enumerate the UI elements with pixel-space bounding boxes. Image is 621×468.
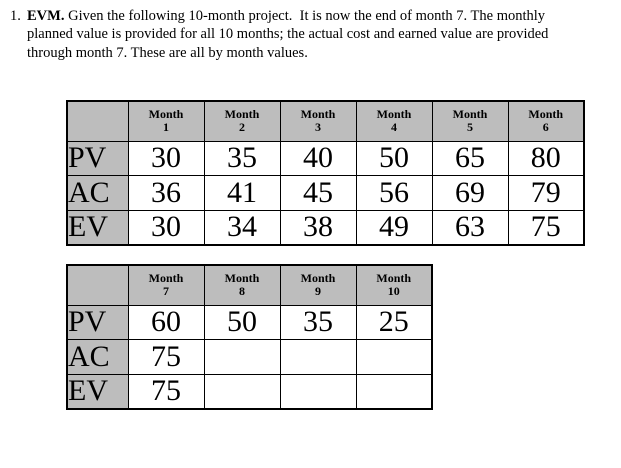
problem-statement: 1. EVM. Given the following 10-month pro… — [10, 7, 578, 62]
month-word: Month — [452, 106, 488, 121]
value-cell: 80 — [507, 140, 585, 177]
value-cell: 75 — [127, 339, 205, 375]
corner-cell — [66, 264, 129, 306]
month-word: Month — [528, 106, 564, 121]
table-row-ev: EV 30 34 38 49 63 75 — [66, 209, 585, 246]
month-word: Month — [148, 270, 184, 285]
value-cell: 79 — [507, 175, 585, 211]
month-number: 3 — [315, 120, 321, 135]
value-cell: 50 — [355, 140, 433, 177]
empty-value-cell — [203, 339, 281, 375]
month-word: Month — [300, 106, 336, 121]
empty-value-cell — [279, 373, 357, 410]
row-label-pv: PV — [66, 140, 129, 177]
value-cell: 69 — [431, 175, 509, 211]
row-label-ac: AC — [66, 175, 129, 211]
value-cell: 75 — [507, 209, 585, 246]
value-cell: 63 — [431, 209, 509, 246]
month-number: 9 — [315, 284, 321, 299]
table-row-ac: AC 36 41 45 56 69 79 — [66, 175, 585, 211]
value-cell: 60 — [127, 304, 205, 341]
table-header-row: Month 1 Month 2 Month 3 Month 4 Month 5 Month… — [66, 100, 585, 142]
month-word: Month — [224, 270, 260, 285]
value-cell: 25 — [355, 304, 433, 341]
value-cell: 40 — [279, 140, 357, 177]
value-cell: 56 — [355, 175, 433, 211]
problem-text: EVM. Given the following 10-month projec… — [27, 7, 578, 62]
list-number: 1. — [10, 8, 21, 24]
month-header: Month 5 — [431, 100, 509, 142]
value-cell: 34 — [203, 209, 281, 246]
month-number: 2 — [239, 120, 245, 135]
month-header: Month 9 — [279, 264, 357, 306]
value-cell: 41 — [203, 175, 281, 211]
month-number: 5 — [467, 120, 473, 135]
row-label-ac: AC — [66, 339, 129, 375]
value-cell: 38 — [279, 209, 357, 246]
month-header: Month 3 — [279, 100, 357, 142]
value-cell: 35 — [203, 140, 281, 177]
empty-value-cell — [355, 373, 433, 410]
month-header: Month 8 — [203, 264, 281, 306]
month-header: Month 1 — [127, 100, 205, 142]
month-word: Month — [224, 106, 260, 121]
month-number: 1 — [163, 120, 169, 135]
value-cell: 30 — [127, 209, 205, 246]
month-header: Month 6 — [507, 100, 585, 142]
month-header: Month 2 — [203, 100, 281, 142]
row-label-ev: EV — [66, 373, 129, 410]
table-row-pv: PV 60 50 35 25 — [66, 304, 433, 341]
month-number: 4 — [391, 120, 397, 135]
value-cell: 30 — [127, 140, 205, 177]
table-row-ev: EV 75 — [66, 373, 433, 410]
month-number: 7 — [163, 284, 169, 299]
table-header-row: Month 7 Month 8 Month 9 Month 10 — [66, 264, 433, 306]
month-word: Month — [376, 106, 412, 121]
evm-table-months-7-10: Month 7 Month 8 Month 9 Month 10 PV 60 50 35… — [66, 264, 433, 411]
corner-cell — [66, 100, 129, 142]
row-label-pv: PV — [66, 304, 129, 341]
value-cell: 36 — [127, 175, 205, 211]
value-cell: 35 — [279, 304, 357, 341]
value-cell: 50 — [203, 304, 281, 341]
month-word: Month — [300, 270, 336, 285]
table-row-pv: PV 30 35 40 50 65 80 — [66, 140, 585, 177]
value-cell: 45 — [279, 175, 357, 211]
month-word: Month — [148, 106, 184, 121]
value-cell: 75 — [127, 373, 205, 410]
month-header: Month 4 — [355, 100, 433, 142]
month-header: Month 10 — [355, 264, 433, 306]
problem-lead-bold: EVM. — [27, 8, 65, 24]
row-label-ev: EV — [66, 209, 129, 246]
evm-table-months-1-6: Month 1 Month 2 Month 3 Month 4 Month 5 Month… — [66, 100, 585, 247]
value-cell: 49 — [355, 209, 433, 246]
table-row-ac: AC 75 — [66, 339, 433, 375]
empty-value-cell — [279, 339, 357, 375]
month-number: 10 — [387, 284, 400, 299]
value-cell: 65 — [431, 140, 509, 177]
empty-value-cell — [203, 373, 281, 410]
problem-body-text: Given the following 10-month project. It… — [27, 8, 553, 61]
month-number: 6 — [542, 120, 549, 135]
month-header: Month 7 — [127, 264, 205, 306]
month-word: Month — [376, 270, 412, 285]
empty-value-cell — [355, 339, 433, 375]
month-number: 8 — [239, 284, 245, 299]
